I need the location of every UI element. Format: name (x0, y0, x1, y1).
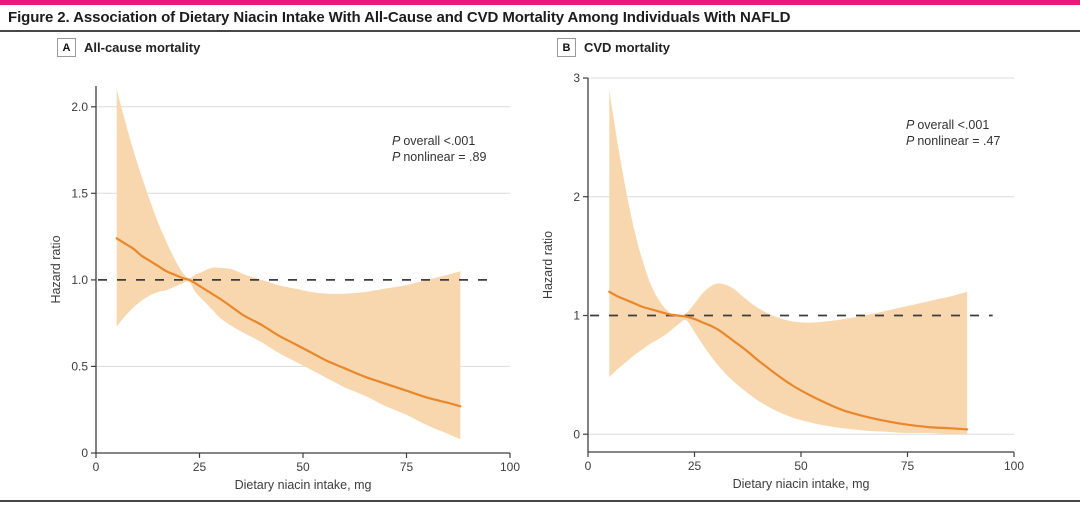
x-tick-label: 100 (1004, 459, 1024, 473)
bottom-divider (0, 500, 1080, 502)
panel-a: 0 25 50 75 100 0 0.5 1.0 1.5 2.0 Dietary niacin in… (49, 86, 520, 492)
y-tick-label: 1.5 (71, 187, 88, 201)
panel-a-header: A All-cause mortality (57, 38, 200, 57)
x-tick-label: 0 (585, 459, 592, 473)
p-italic: P (906, 118, 915, 132)
p-italic: P (392, 134, 401, 148)
x-axis-label: Dietary niacin intake, mg (235, 478, 372, 492)
x-tick-label: 75 (400, 460, 414, 474)
x-tick-label: 50 (296, 460, 310, 474)
hazard-ratio-curve (115, 237, 462, 408)
title-divider (0, 30, 1080, 32)
panel-b-title: CVD mortality (584, 40, 670, 55)
x-tick-label: 75 (901, 459, 915, 473)
y-tick-label: 1 (573, 309, 580, 323)
y-tick-label: 0.5 (71, 360, 88, 374)
accent-bar (0, 0, 1080, 5)
y-axis-label: Hazard ratio (49, 235, 63, 303)
p-italic: P (392, 150, 401, 164)
y-tick-label: 1.0 (71, 273, 88, 287)
y-tick-label: 0 (81, 446, 88, 460)
x-tick-label: 50 (794, 459, 808, 473)
panel-b-letter-badge: B (557, 38, 576, 57)
p-nonlinear-text: nonlinear = .47 (917, 134, 1001, 148)
p-overall-text: overall <.001 (917, 118, 990, 132)
confidence-band (609, 89, 968, 435)
panel-b-header: B CVD mortality (557, 38, 670, 57)
x-tick-label: 25 (193, 460, 207, 474)
panel-b: 0 25 50 75 100 0 1 2 3 Dietary niacin intake, mg H… (541, 71, 1024, 491)
x-tick-label: 0 (93, 460, 100, 474)
y-tick-label: 3 (573, 71, 580, 85)
panel-a-title: All-cause mortality (84, 40, 201, 55)
x-tick-label: 100 (500, 460, 520, 474)
p-italic: P (906, 134, 915, 148)
x-tick-label: 25 (688, 459, 702, 473)
confidence-band (116, 89, 461, 440)
p-nonlinear-text: nonlinear = .89 (403, 150, 487, 164)
figure-title: Figure 2. Association of Dietary Niacin … (8, 9, 791, 26)
x-axis-label: Dietary niacin intake, mg (733, 477, 870, 491)
y-tick-label: 2 (573, 190, 580, 204)
panel-a-letter-badge: A (57, 38, 76, 57)
p-overall-text: overall <.001 (403, 134, 476, 148)
y-axis-label: Hazard ratio (541, 231, 555, 299)
y-tick-label: 0 (573, 427, 580, 441)
y-tick-label: 2.0 (71, 100, 88, 114)
hazard-ratio-curve (608, 290, 969, 431)
